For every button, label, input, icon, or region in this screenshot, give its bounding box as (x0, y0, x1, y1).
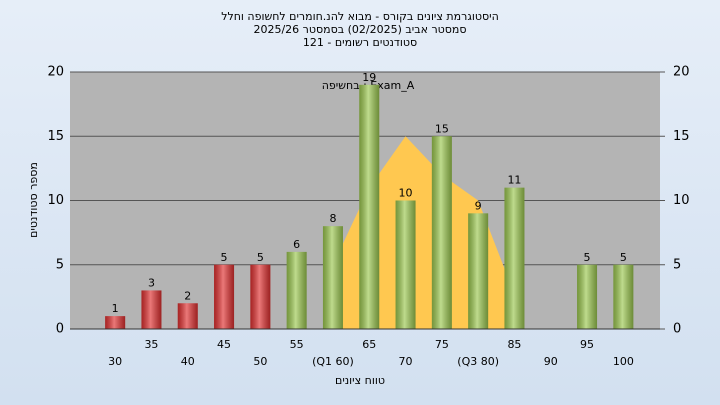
y2-tick-label: 0 (673, 322, 681, 337)
chart-title: היסטוגרמת ציונים בקורס - מבוא להנ.חומרים… (221, 10, 499, 23)
bar-shade (468, 213, 489, 329)
bar-shade (359, 84, 380, 329)
value-label: 11 (507, 174, 521, 187)
x-tick-label: 90 (544, 355, 558, 368)
x-tick-label: 85 (507, 338, 521, 351)
y-tick-label: 15 (47, 129, 64, 144)
x-tick-label: 75 (435, 338, 449, 351)
bar-shade (504, 187, 525, 329)
y2-tick-label: 10 (673, 193, 690, 208)
y-tick-label: 5 (56, 257, 64, 272)
value-label: 2 (184, 289, 191, 302)
y2-tick-label: 15 (673, 129, 690, 144)
bar-shade (322, 226, 343, 329)
x-tick-label: 55 (290, 338, 304, 351)
x-tick-label: (Q3 80) (457, 355, 499, 368)
y-tick-label: 10 (47, 193, 64, 208)
y-tick-label: 20 (47, 65, 64, 80)
value-label: 5 (257, 251, 264, 264)
x-tick-label: 35 (144, 338, 158, 351)
bar-shade (105, 316, 126, 329)
value-label: 19 (362, 71, 376, 84)
bar-shade (286, 251, 307, 329)
x-tick-label: 50 (253, 355, 267, 368)
bar-shade (250, 264, 271, 329)
value-label: 9 (475, 199, 482, 212)
bar-shade (177, 303, 198, 329)
y-axis-label: מספר סטודנטים (27, 162, 40, 238)
bar-shade (613, 264, 634, 329)
chart-subtitle: 2025/26 סמסטר אביב (02/2025) בסמסטר (253, 23, 466, 36)
x-tick-label: 100 (613, 355, 634, 368)
x-tick-label: (Q1 60) (312, 355, 354, 368)
value-label: 5 (584, 251, 591, 264)
bar-shade (431, 136, 452, 329)
value-label: 8 (329, 212, 336, 225)
value-label: 1 (112, 302, 119, 315)
value-label: 15 (435, 122, 449, 135)
bar-shade (141, 290, 162, 329)
x-tick-label: 70 (399, 355, 413, 368)
bar-shade (214, 264, 235, 329)
value-label: 10 (399, 187, 413, 200)
bar-shade (577, 264, 598, 329)
value-label: 3 (148, 276, 155, 289)
y-tick-label: 0 (56, 322, 64, 337)
value-label: 6 (293, 238, 300, 251)
x-tick-label: 65 (362, 338, 376, 351)
x-axis-label: טווח ציונים (335, 374, 385, 387)
y2-tick-label: 20 (673, 65, 690, 80)
x-tick-label: 40 (181, 355, 195, 368)
x-tick-label: 95 (580, 338, 594, 351)
value-label: 5 (620, 251, 627, 264)
x-tick-label: 45 (217, 338, 231, 351)
bar-shade (395, 200, 416, 329)
chart-subtitle: 121 - סטודנטים רשומים (303, 36, 417, 49)
value-label: 5 (221, 251, 228, 264)
x-tick-label: 30 (108, 355, 122, 368)
y2-tick-label: 5 (673, 257, 681, 272)
